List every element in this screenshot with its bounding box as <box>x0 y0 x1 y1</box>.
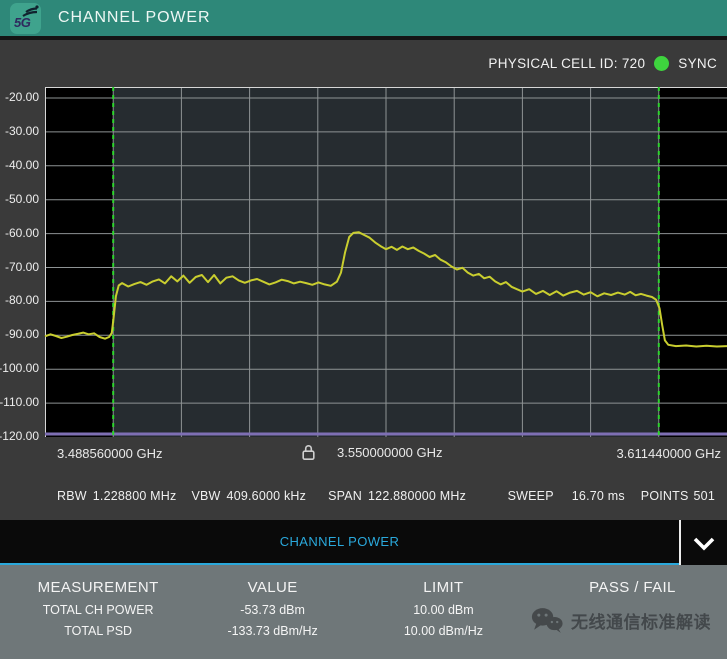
y-axis-tick-label: -110.00 <box>0 395 39 410</box>
y-axis-labels: -20.00 -30.00 -40.00 -50.00 -60.00 -70.00 -80.… <box>0 87 41 443</box>
trace-line <box>44 231 727 348</box>
settings-bar: RBW 1.228800 MHz VBW 409.6000 kHz SPAN 1… <box>0 475 727 516</box>
rbw-value: 1.228800 MHz <box>92 488 177 503</box>
stop-frequency-label: 3.611440000 GHz <box>616 446 721 461</box>
y-axis-tick-label: -90.00 <box>4 327 39 342</box>
span-value: 122.880000 MHz <box>368 488 467 503</box>
spectrum-chart-canvas <box>0 87 727 437</box>
header-limit: LIMIT <box>423 579 464 596</box>
rbw-label: RBW <box>57 488 87 503</box>
header-measurement: MEASUREMENT <box>37 579 159 596</box>
physical-cell-id-label: PHYSICAL CELL ID: 720 <box>488 56 646 71</box>
sync-label: SYNC <box>678 56 717 71</box>
y-axis-tick-label: -120.00 <box>0 429 39 443</box>
measurement-tab-bar: CHANNEL POWER <box>0 516 727 565</box>
status-bar: PHYSICAL CELL ID: 720 SYNC <box>0 40 727 87</box>
sweep-value: 16.70 ms <box>571 488 625 503</box>
chevron-down-icon <box>693 537 715 551</box>
x-axis-labels: 3.488560000 GHz 3.550000000 GHz 3.611440… <box>0 437 727 475</box>
y-axis-tick-label: -50.00 <box>4 191 39 206</box>
expand-measurement-menu-button[interactable] <box>681 520 727 565</box>
sync-indicator-icon <box>654 56 670 71</box>
y-axis-tick-label: -80.00 <box>4 293 39 308</box>
row-value: -53.73 dBm <box>240 603 305 617</box>
5g-logo-text: 5G <box>14 14 31 30</box>
wechat-icon <box>531 608 563 633</box>
y-axis-tick-label: -40.00 <box>4 157 39 172</box>
y-axis-tick-label: -20.00 <box>4 90 39 104</box>
page-title: CHANNEL POWER <box>58 9 211 26</box>
lock-icon <box>302 445 315 460</box>
y-axis-tick-label: -60.00 <box>4 225 39 240</box>
y-axis-tick-label: -70.00 <box>4 259 39 274</box>
sweep-label: SWEEP <box>507 488 554 503</box>
title-bar: 5G CHANNEL POWER <box>0 0 727 36</box>
header-value: VALUE <box>247 579 298 596</box>
tab-channel-power-label: CHANNEL POWER <box>279 534 400 549</box>
spectrum-chart[interactable]: -20.00 -30.00 -40.00 -50.00 -60.00 -70.00 -80.… <box>0 87 727 443</box>
row-value: -133.73 dBm/Hz <box>227 624 318 638</box>
vbw-label: VBW <box>191 488 221 503</box>
table-row: TOTAL CH POWER -53.73 dBm 10.00 dBm <box>0 603 727 617</box>
title-bar-separator <box>0 36 727 40</box>
span-label: SPAN <box>328 488 363 503</box>
signal-waves-icon <box>22 4 39 17</box>
vbw-value: 409.6000 kHz <box>226 488 307 503</box>
header-pass-fail: PASS / FAIL <box>589 579 676 596</box>
row-limit: 10.00 dBm <box>413 603 474 617</box>
table-row: TOTAL PSD -133.73 dBm/Hz 10.00 dBm/Hz <box>0 624 727 638</box>
points-value: 501 <box>693 488 715 503</box>
y-axis-tick-label: -30.00 <box>4 123 39 138</box>
points-label: POINTS <box>640 488 689 503</box>
watermark: 无线通信标准解读 <box>531 606 711 634</box>
center-frequency-label: 3.550000000 GHz <box>337 445 443 460</box>
results-table: MEASUREMENT VALUE LIMIT PASS / FAIL TOTA… <box>0 565 727 659</box>
results-header-row: MEASUREMENT VALUE LIMIT PASS / FAIL <box>0 565 727 596</box>
row-limit: 10.00 dBm/Hz <box>403 624 484 638</box>
watermark-text: 无线通信标准解读 <box>571 612 711 632</box>
row-measurement: TOTAL CH POWER <box>42 603 154 617</box>
tab-channel-power[interactable]: CHANNEL POWER <box>0 520 679 565</box>
start-frequency-label: 3.488560000 GHz <box>57 446 163 461</box>
tab-divider <box>679 520 681 565</box>
row-measurement: TOTAL PSD <box>64 624 133 638</box>
y-axis-tick-label: -100.00 <box>0 361 39 376</box>
5g-logo-icon: 5G <box>10 2 41 34</box>
